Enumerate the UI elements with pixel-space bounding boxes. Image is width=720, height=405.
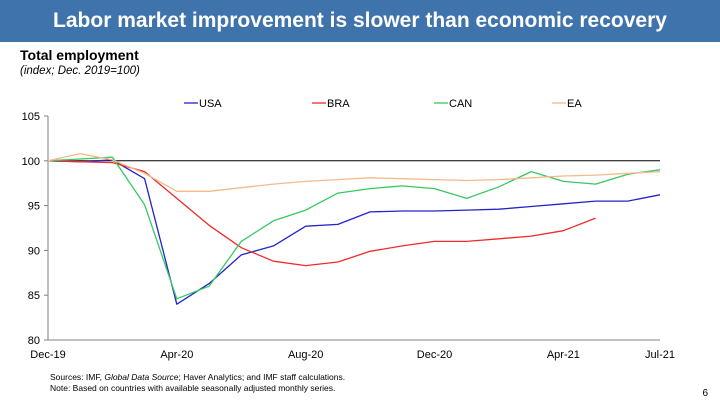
x-tick-label: Apr-21 — [547, 349, 580, 361]
chart-subtitle: (index; Dec. 2019=100) — [20, 65, 140, 77]
x-tick-label: Dec-20 — [417, 349, 452, 361]
y-tick-label: 105 — [22, 111, 40, 123]
legend-label-can: CAN — [449, 98, 472, 110]
chart-footnotes: Sources: IMF, Global Data Source; Haver … — [50, 372, 345, 394]
x-tick-label: Apr-20 — [160, 349, 193, 361]
legend-label-usa: USA — [199, 98, 222, 110]
x-tick-label: Jul-21 — [645, 349, 675, 361]
series-line-bra — [47, 160, 596, 267]
y-tick-label: 85 — [28, 290, 40, 302]
methodology-note: Note: Based on countries with available … — [50, 383, 336, 393]
chart-title: Total employment — [20, 47, 139, 63]
slide-title-banner: Labor market improvement is slower than … — [0, 0, 720, 42]
legend-label-bra: BRA — [327, 98, 350, 110]
x-tick-label: Dec-19 — [30, 349, 65, 361]
series-line-usa — [47, 159, 661, 305]
source-italic: Global Data Source — [104, 372, 179, 382]
page-number: 6 — [702, 388, 708, 399]
y-tick-label: 90 — [28, 245, 40, 257]
y-tick-label: 80 — [28, 335, 40, 347]
source-note: Sources: IMF, Global Data Source; Haver … — [50, 372, 345, 383]
y-tick-label: 95 — [28, 201, 40, 213]
series-line-ea — [47, 152, 661, 192]
source-suffix: ; Haver Analytics; and IMF staff calcula… — [178, 372, 346, 382]
employment-line-chart: 80 85 90 95 100 105 Dec-19 Apr-20 Aug-20 Dec-20 Ap… — [22, 98, 675, 361]
x-tick-label: Aug-20 — [288, 349, 323, 361]
series-line-can — [47, 156, 661, 300]
legend-label-ea: EA — [567, 98, 582, 110]
slide-title: Labor market improvement is slower than … — [53, 9, 667, 32]
y-tick-label: 100 — [22, 156, 40, 168]
source-prefix: Sources: IMF, — [50, 372, 105, 382]
